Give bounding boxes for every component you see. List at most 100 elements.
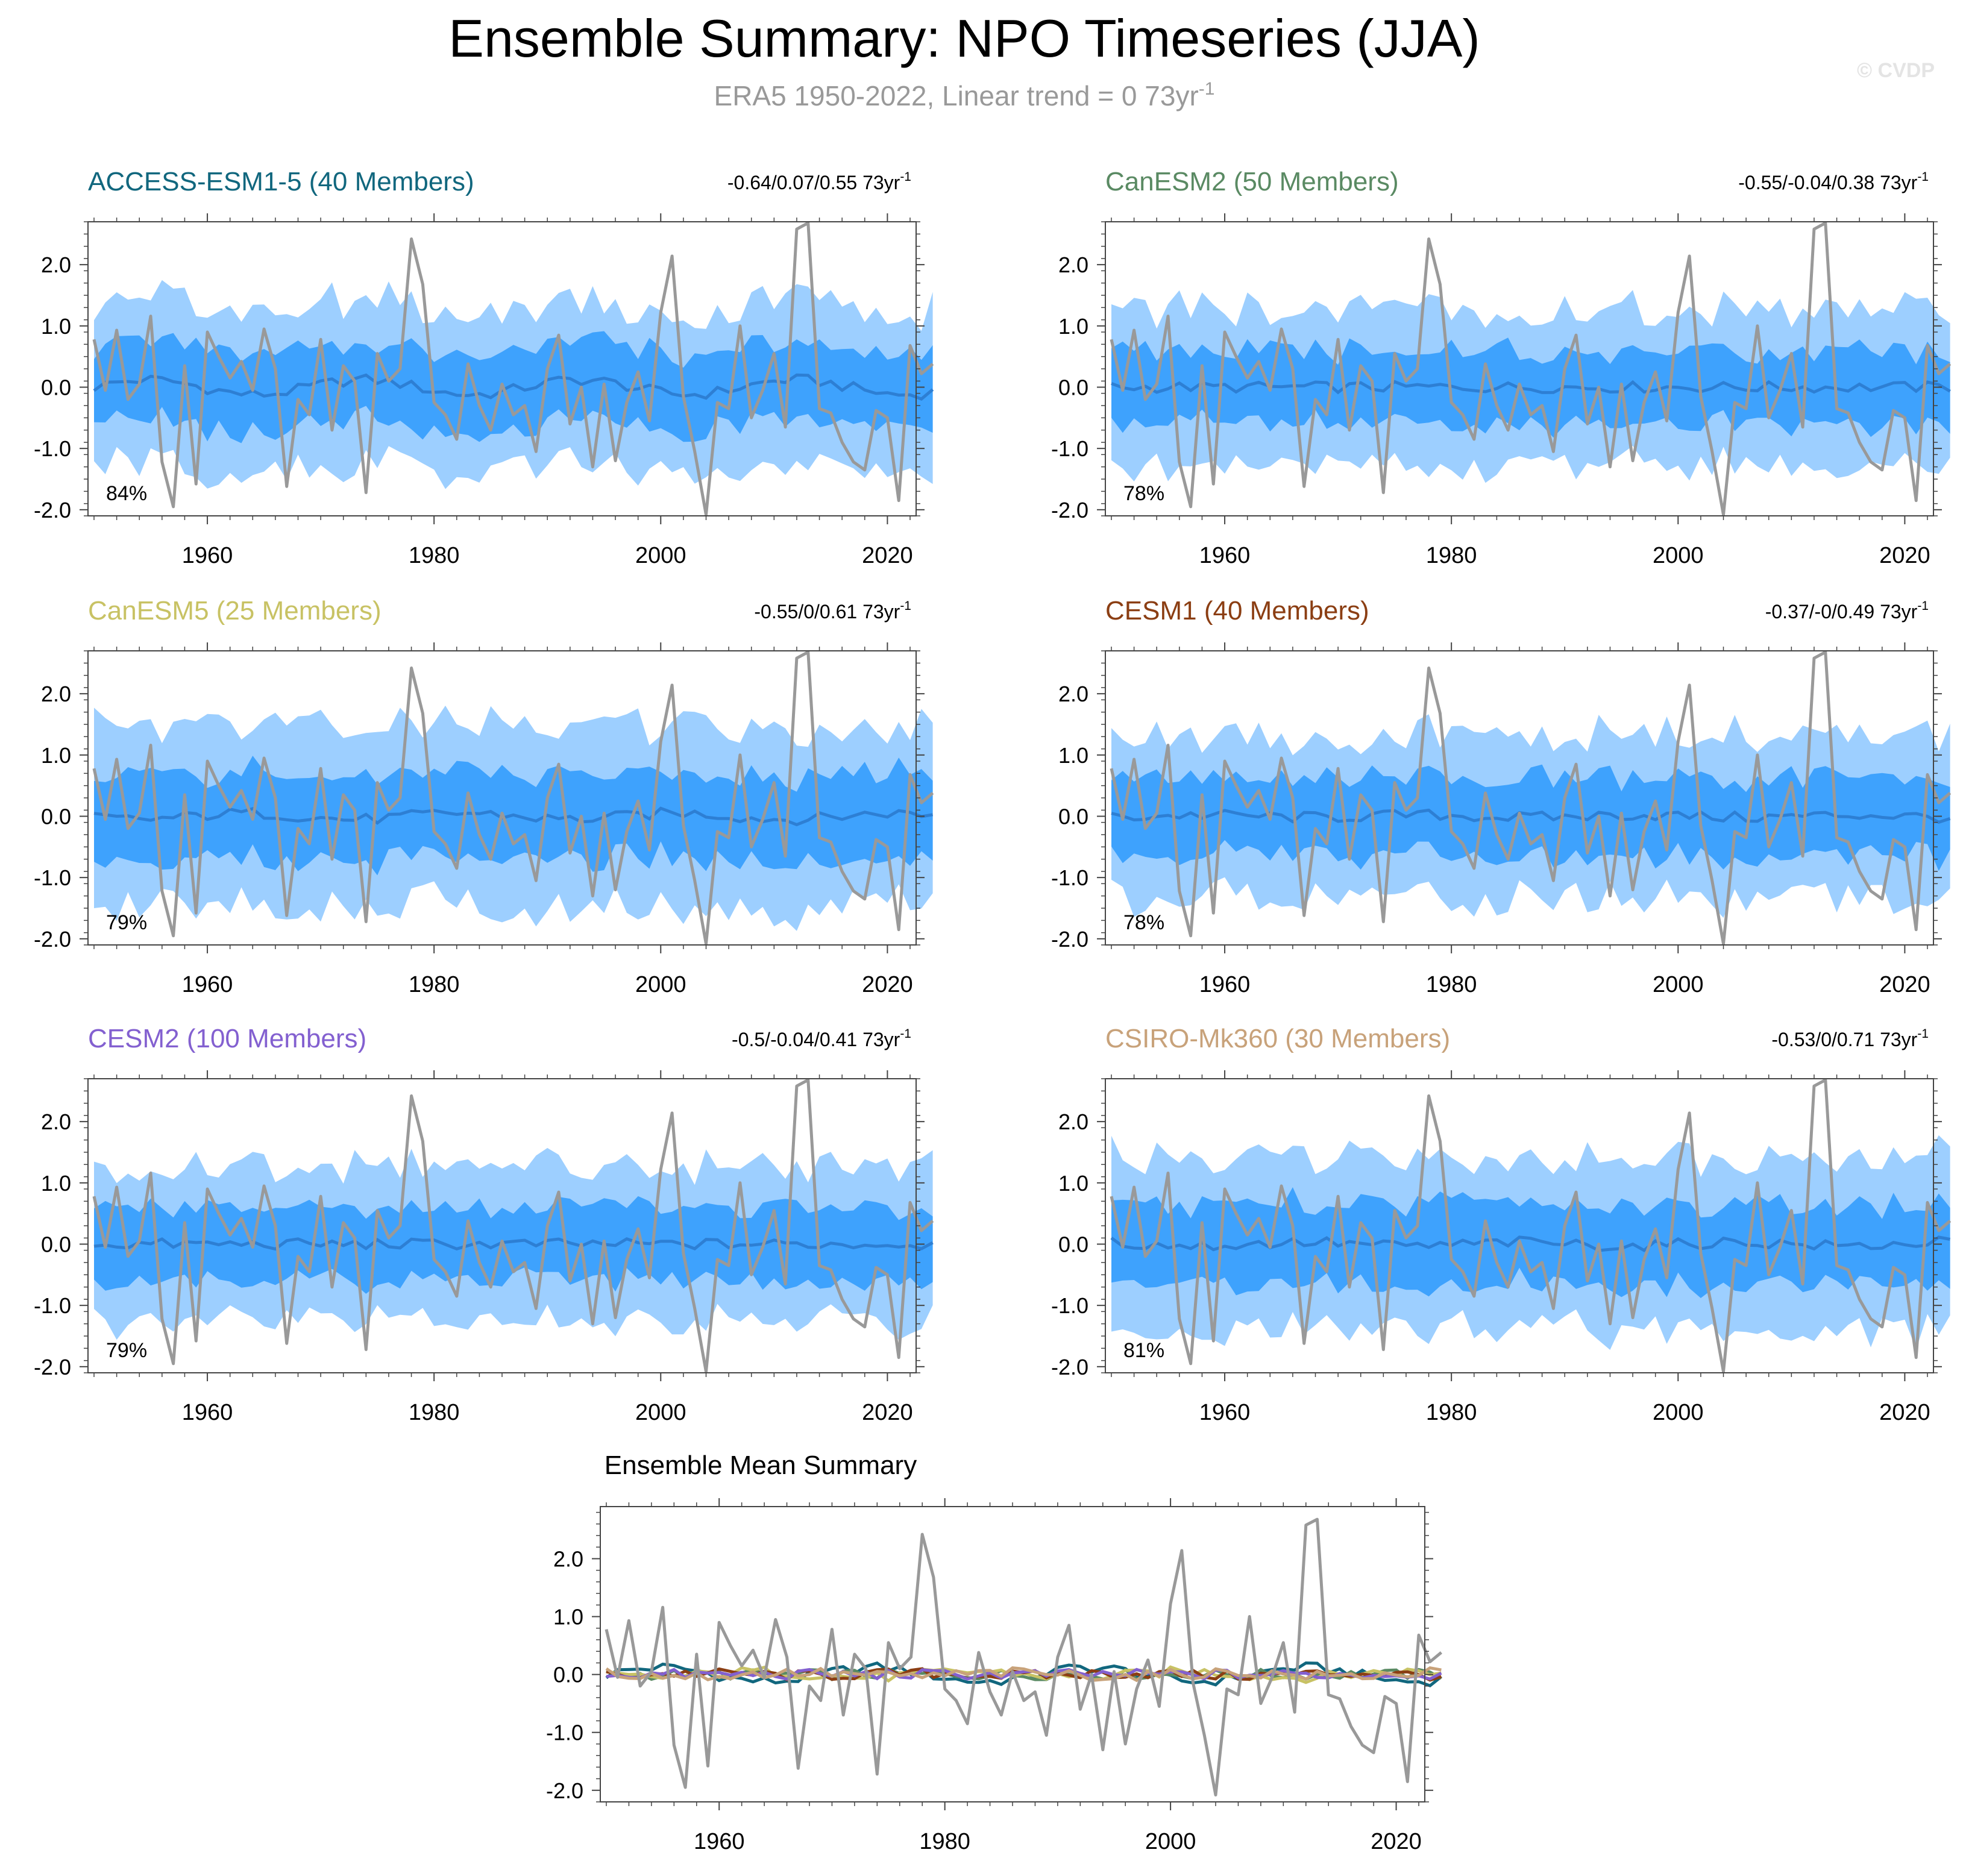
panel-title: CanESM2 (50 Members) (1105, 167, 1399, 196)
y-tick-label: 0.0 (553, 1663, 583, 1687)
panel-trend-stats-text: -0.53/0/0.71 73yr (1771, 1029, 1917, 1050)
figure-subtitle: ERA5 1950-2022, Linear trend = 0 73yr-1 (714, 79, 1215, 111)
panel-trend-stats: -0.37/-0/0.49 73yr-1 (1765, 599, 1929, 623)
ensemble-inner-range-band (94, 331, 933, 444)
y-tick-label: -2.0 (1051, 498, 1088, 522)
x-tick-label: 1980 (1426, 1400, 1477, 1425)
x-tick-label: 1980 (409, 543, 460, 568)
panel-trend-stats: -0.53/0/0.71 73yr-1 (1771, 1027, 1929, 1050)
x-tick-label: 1960 (1199, 1400, 1251, 1425)
ensemble-mean-line (93, 1237, 934, 1251)
observed-era5-line (92, 1078, 934, 1373)
panel-percent: 79% (106, 1339, 147, 1362)
y-tick-label: -2.0 (546, 1778, 583, 1803)
x-tick-label: 1960 (182, 543, 233, 568)
y-tick-label: 1.0 (1058, 743, 1088, 768)
ensemble-inner-range-band (94, 1196, 933, 1294)
panel-title: CanESM5 (25 Members) (88, 596, 382, 626)
panel-title: CESM1 (40 Members) (1105, 596, 1369, 626)
y-tick-label: 0.0 (1058, 1232, 1088, 1257)
x-tick-label: 2000 (1145, 1829, 1196, 1854)
y-tick-label: 2.0 (1058, 1109, 1088, 1134)
y-tick-label: 1.0 (41, 314, 71, 339)
panel-title: CESM2 (100 Members) (88, 1024, 366, 1053)
x-tick-label: 1980 (919, 1829, 970, 1854)
panel-percent: 81% (1123, 1339, 1164, 1362)
y-tick-label: 1.0 (41, 1171, 71, 1196)
y-tick-label: 2.0 (41, 682, 71, 706)
ensemble-mean-line (93, 373, 934, 401)
panel-percent: 78% (1123, 911, 1164, 934)
x-tick-label: 2000 (1653, 1400, 1704, 1425)
panel-trend-stats-text: -0.5/-0.04/0.41 73yr (732, 1029, 900, 1050)
y-tick-label: 1.0 (553, 1605, 583, 1630)
figure-subtitle-sup: -1 (1199, 79, 1215, 99)
y-tick-label: 1.0 (41, 743, 71, 768)
panel-5: CESM2 (100 Members) -0.5/-0.04/0.41 73yr-… (34, 1024, 934, 1425)
y-tick-label: -2.0 (34, 498, 71, 522)
observed-era5-line (92, 221, 934, 516)
ensemble-mean-summary-panel: Ensemble Mean Summary 1960 1980 2000 2020 2.0… (546, 1451, 1442, 1854)
panel-3: CanESM5 (25 Members) -0.55/0/0.61 73yr-1 1… (34, 596, 934, 997)
y-tick-label: 0.0 (1058, 375, 1088, 400)
panels: ACCESS-ESM1-5 (40 Members) -0.64/0.07/0.5… (34, 167, 1952, 1425)
x-tick-label: 2020 (1879, 543, 1930, 568)
y-tick-label: -1.0 (34, 1293, 71, 1318)
panel-trend-stats: -0.55/-0.04/0.38 73yr-1 (1738, 170, 1929, 193)
observed-era5-line (1110, 1078, 1952, 1373)
ensemble-mean-line (1111, 808, 1951, 824)
panel-2: CanESM2 (50 Members) -0.55/-0.04/0.38 73y… (1051, 167, 1952, 568)
x-tick-label: 2000 (1653, 972, 1704, 997)
x-tick-label: 2000 (635, 543, 686, 568)
panel-title: ACCESS-ESM1-5 (40 Members) (88, 167, 474, 196)
panel-trend-stats: -0.64/0.07/0.55 73yr-1 (727, 170, 911, 193)
mean-summary-title: Ensemble Mean Summary (605, 1451, 917, 1480)
ensemble-mean-line (1110, 1235, 1951, 1252)
y-tick-label: -1.0 (34, 865, 71, 890)
panel-4: CESM1 (40 Members) -0.37/-0/0.49 73yr-1 19… (1051, 596, 1952, 997)
x-tick-label: 1980 (409, 1400, 460, 1425)
panel-trend-stats-sup: -1 (1917, 1027, 1929, 1041)
y-tick-label: -1.0 (1051, 865, 1088, 890)
y-tick-label: 2.0 (41, 253, 71, 277)
observed-era5-line (605, 1517, 1442, 1796)
y-tick-label: -1.0 (546, 1721, 583, 1745)
plot-frame (600, 1506, 1425, 1802)
x-tick-label: 1960 (694, 1829, 745, 1854)
x-tick-label: 1980 (1426, 543, 1477, 568)
x-tick-label: 1960 (182, 1400, 233, 1425)
ensemble-inner-range-band (1111, 764, 1950, 871)
y-tick-label: 0.0 (41, 1232, 71, 1257)
y-tick-label: 1.0 (1058, 1171, 1088, 1196)
observed-era5-line (92, 650, 934, 946)
x-tick-label: 1960 (182, 972, 233, 997)
y-tick-label: -2.0 (34, 927, 71, 952)
figure-subtitle-text: ERA5 1950-2022, Linear trend = 0 73yr (714, 80, 1199, 111)
x-tick-label: 1980 (409, 972, 460, 997)
ensemble-inner-range-band (1111, 337, 1950, 438)
panel-percent: 79% (106, 911, 147, 934)
y-tick-label: 2.0 (1058, 682, 1088, 706)
y-tick-label: 0.0 (1058, 805, 1088, 829)
x-tick-label: 1960 (1199, 543, 1251, 568)
panel-trend-stats-text: -0.37/-0/0.49 73yr (1765, 601, 1918, 623)
x-tick-label: 2020 (862, 972, 913, 997)
x-tick-label: 2020 (1371, 1829, 1422, 1854)
panel-1: ACCESS-ESM1-5 (40 Members) -0.64/0.07/0.5… (34, 167, 934, 568)
panel-trend-stats-text: -0.55/-0.04/0.38 73yr (1738, 172, 1917, 193)
y-tick-label: 1.0 (1058, 314, 1088, 339)
x-tick-label: 2020 (1879, 1400, 1930, 1425)
y-tick-label: -2.0 (34, 1355, 71, 1379)
y-tick-label: 0.0 (41, 375, 71, 400)
observed-era5-line (1110, 650, 1952, 946)
y-tick-label: 0.0 (41, 805, 71, 829)
panel-trend-stats-sup: -1 (1917, 599, 1929, 613)
ensemble-mean-line (1111, 380, 1951, 395)
ensemble-mean-line (93, 806, 934, 827)
panel-trend-stats-sup: -1 (900, 599, 911, 613)
panel-trend-stats-sup: -1 (900, 1027, 911, 1041)
x-tick-label: 2000 (635, 972, 686, 997)
y-tick-label: -1.0 (1051, 436, 1088, 461)
panel-trend-stats: -0.5/-0.04/0.41 73yr-1 (732, 1027, 911, 1050)
panel-6: CSIRO-Mk360 (30 Members) -0.53/0/0.71 73y… (1051, 1024, 1952, 1425)
